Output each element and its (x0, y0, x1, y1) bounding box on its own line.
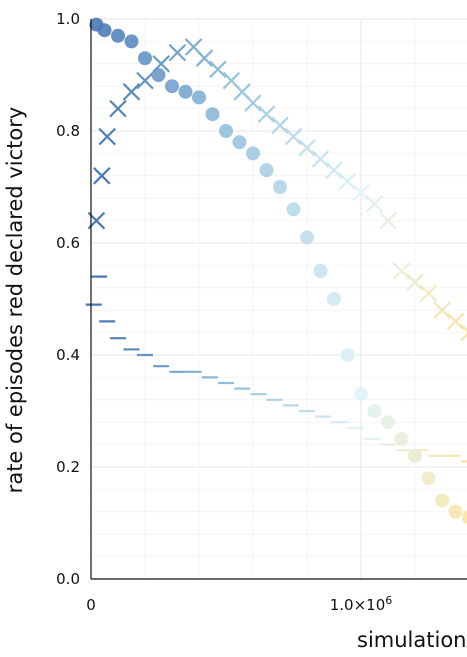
circle-point (340, 348, 355, 362)
circle-point (259, 163, 274, 178)
circle-point (219, 124, 233, 138)
circle-point (151, 68, 166, 82)
data-series (85, 17, 467, 525)
circle-point (435, 493, 449, 508)
y-tick-label: 0.6 (56, 234, 80, 252)
circle-point (327, 292, 341, 306)
x-point (122, 83, 141, 101)
circle-point (232, 135, 247, 150)
y-axis-title: rate of episodes red declared victory (3, 107, 27, 494)
x-point (257, 105, 276, 123)
x-point (244, 94, 262, 112)
y-tick-label: 0.4 (56, 346, 80, 364)
circle-point (286, 202, 301, 217)
grid-lines (90, 18, 467, 580)
circle-point (97, 23, 112, 38)
x-point (298, 139, 316, 157)
x-point (195, 49, 214, 67)
y-tick-label: 0.2 (56, 458, 80, 476)
x-point (284, 127, 303, 146)
y-tick-label: 1.0 (56, 10, 80, 28)
circle-point (367, 404, 382, 418)
circle-point (300, 230, 314, 245)
x-point (392, 262, 411, 280)
x-point (271, 116, 289, 135)
x-point (352, 183, 370, 202)
circle-point (462, 510, 467, 525)
y-tick-label: 0.0 (56, 570, 80, 588)
x-point (98, 127, 116, 146)
x-tick-label: 0 (86, 596, 96, 614)
circle-point (448, 504, 463, 519)
x-point (406, 273, 424, 291)
x-point (136, 71, 154, 90)
x-point (365, 195, 384, 213)
x-point (419, 284, 438, 303)
x-point (209, 60, 227, 79)
circle-point (205, 107, 220, 122)
x-point (460, 323, 467, 342)
circle-point (421, 471, 436, 486)
circle-point (313, 264, 328, 278)
x-tick-label: 1.0×106 (330, 594, 393, 614)
circle-point (138, 51, 152, 66)
circle-point (165, 79, 179, 94)
circle-point (354, 387, 368, 402)
x-point (109, 99, 127, 118)
x-axis-title: simulation (357, 628, 466, 652)
x-point (433, 301, 451, 319)
circle-point (246, 146, 260, 161)
circle-point (192, 90, 206, 105)
circle-point (124, 34, 139, 49)
x-point (446, 312, 465, 331)
circle-point (381, 415, 395, 430)
x-point (168, 43, 187, 62)
x-point (93, 167, 111, 185)
circle-point (178, 84, 193, 99)
circle-point (111, 28, 125, 43)
x-point (338, 172, 357, 191)
circle-point (273, 180, 287, 194)
x-point (325, 161, 343, 179)
circle-point (408, 448, 422, 463)
tick-labels: 0.00.20.40.60.81.001.0×1062.0×106 (56, 10, 393, 614)
x-point (379, 211, 397, 230)
x-point (311, 150, 330, 168)
y-tick-label: 0.8 (56, 122, 80, 140)
circle-point (394, 432, 409, 446)
